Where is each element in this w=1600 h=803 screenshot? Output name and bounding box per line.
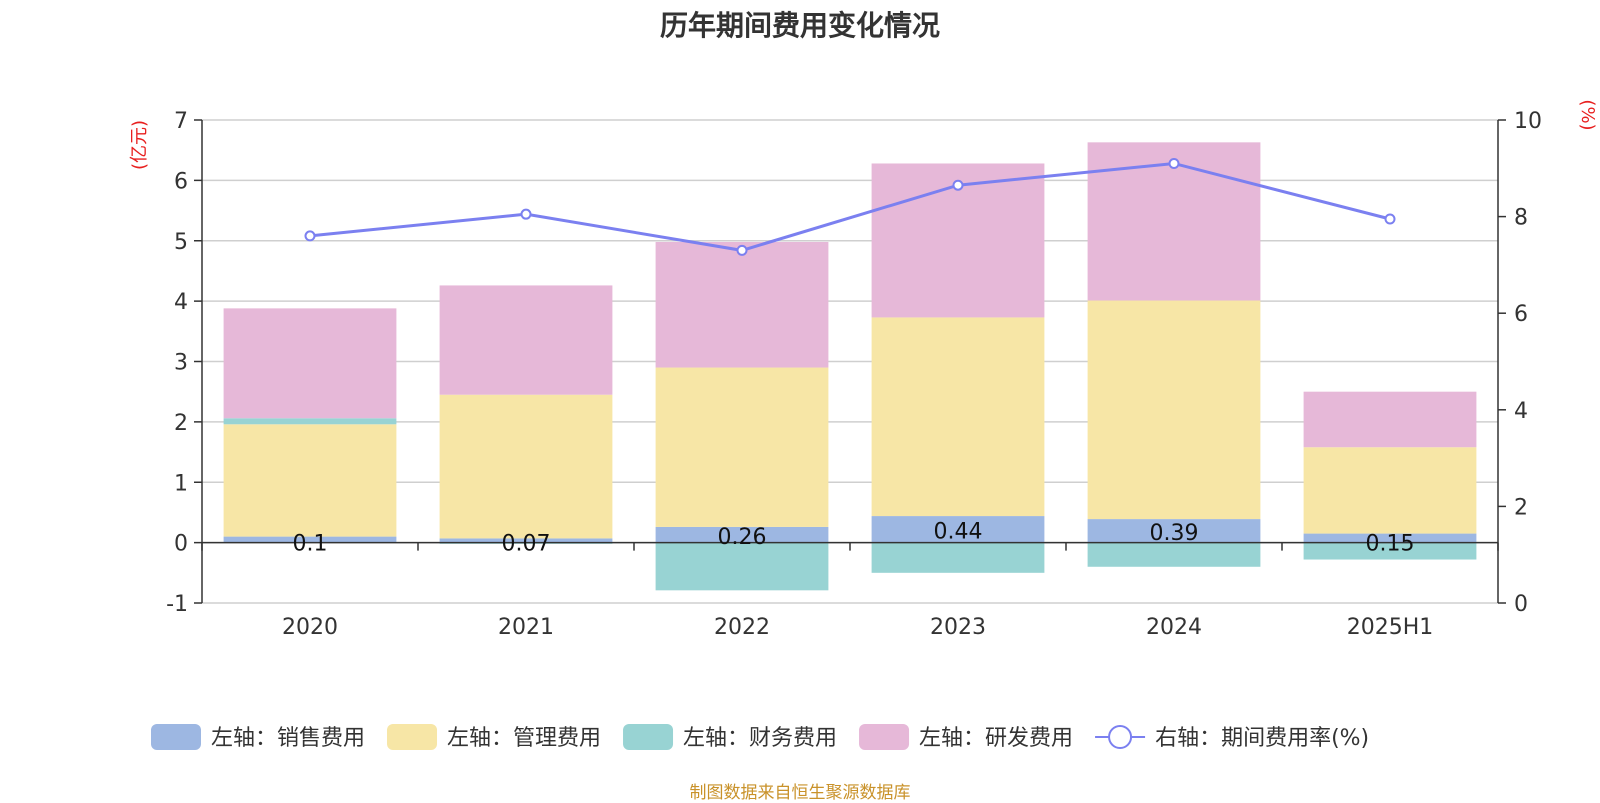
legend-label: 右轴：期间费用率(%) <box>1155 726 1369 751</box>
left-axis-tick-label: 5 <box>174 230 188 255</box>
expense-rate-point <box>304 230 316 242</box>
right-axis-tick-label: 6 <box>1514 302 1528 327</box>
legend-swatch-icon <box>623 724 674 750</box>
bar-segment <box>871 516 1045 543</box>
data-label: 0.44 <box>934 519 983 544</box>
expense-rate-point <box>736 244 748 256</box>
right-axis-tick-label: 10 <box>1514 109 1542 134</box>
left-axis-tick-label: 4 <box>174 290 188 315</box>
bar-segment <box>871 542 1045 573</box>
bar-segment <box>655 526 829 543</box>
expense-rate-point <box>520 208 532 220</box>
expense-rate-line <box>309 161 1391 252</box>
left-axis-tick-label: 2 <box>174 411 188 436</box>
legend-label: 左轴：财务费用 <box>683 726 837 751</box>
expense-rate-point <box>1384 213 1396 225</box>
bar-segment <box>439 285 613 395</box>
left-axis-tick-label: 0 <box>174 532 188 557</box>
legend-marker-icon <box>1108 725 1133 749</box>
bar-segment <box>439 394 613 539</box>
bar-segment <box>1087 519 1261 543</box>
bar-segment <box>1303 391 1477 448</box>
bar-segment <box>223 536 397 543</box>
data-label: 0.39 <box>1150 521 1199 546</box>
right-axis-tick-label: 8 <box>1514 206 1528 231</box>
bar-segment <box>655 542 829 591</box>
legend-label: 左轴：管理费用 <box>447 726 601 751</box>
right-axis-tick-label: 0 <box>1514 592 1528 617</box>
legend-label: 左轴：研发费用 <box>919 726 1073 751</box>
source-footer: 制图数据来自恒生聚源数据库 <box>689 783 911 803</box>
legend-swatch-icon <box>387 724 438 750</box>
data-label: 0.1 <box>293 532 328 557</box>
x-axis-category-label: 2025H1 <box>1347 615 1434 640</box>
bar-segment <box>1087 300 1261 520</box>
data-label: 0.15 <box>1366 532 1415 557</box>
legend-swatch-icon <box>859 724 910 750</box>
left-axis-tick-label: 7 <box>174 109 188 134</box>
bar-segment <box>1303 542 1477 560</box>
bar-segment <box>655 367 829 527</box>
x-axis-category-label: 2022 <box>714 615 770 640</box>
chart-title: 历年期间费用变化情况 <box>659 9 940 42</box>
bar-segment <box>223 308 397 419</box>
data-label: 0.07 <box>502 532 551 557</box>
left-axis-tick-label: 1 <box>174 471 188 496</box>
bar-segment <box>1087 542 1261 567</box>
right-axis-tick-label: 2 <box>1514 495 1528 520</box>
expense-rate-point <box>952 179 964 191</box>
right-axis-unit: (%) <box>1577 99 1598 130</box>
bar-segment <box>655 241 829 368</box>
left-axis-tick-label: 6 <box>174 169 188 194</box>
bar-segment <box>223 418 397 425</box>
bar-segment <box>1303 533 1477 543</box>
x-axis-category-label: 2024 <box>1146 615 1202 640</box>
bar-segment <box>439 538 613 543</box>
x-axis-category-label: 2021 <box>498 615 554 640</box>
left-axis-unit: (亿元) <box>129 120 150 170</box>
x-axis-category-label: 2020 <box>282 615 338 640</box>
bar-segment <box>1303 447 1477 534</box>
x-axis-category-label: 2023 <box>930 615 986 640</box>
right-axis-tick-label: 4 <box>1514 399 1528 424</box>
legend-label: 左轴：销售费用 <box>211 726 365 751</box>
bar-segment <box>871 317 1045 517</box>
expense-rate-point <box>1168 157 1180 169</box>
left-axis-tick-label: -1 <box>166 592 188 617</box>
data-label: 0.26 <box>718 525 767 550</box>
left-axis-tick-label: 3 <box>174 351 188 376</box>
legend-swatch-icon <box>151 724 201 750</box>
bar-segment <box>223 424 397 537</box>
